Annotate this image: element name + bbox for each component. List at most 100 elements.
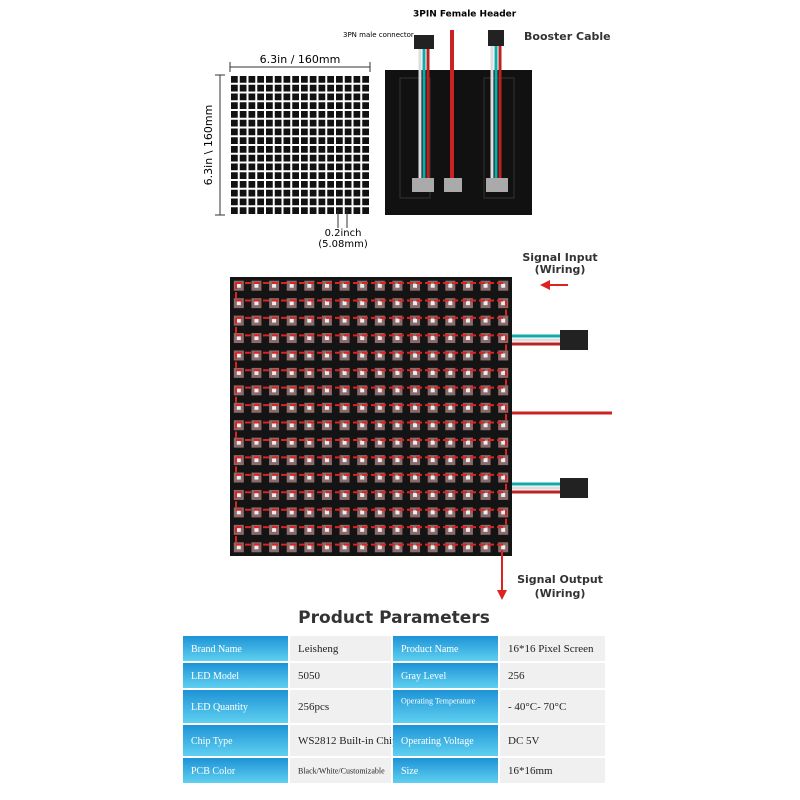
signal-input-note: (Wiring)	[535, 263, 586, 276]
led	[257, 137, 264, 144]
led-core	[501, 283, 506, 288]
led-core	[413, 388, 418, 393]
param-name: PCB Color	[191, 766, 236, 777]
led-core	[501, 440, 506, 445]
led-core	[395, 388, 400, 393]
led-core	[272, 336, 277, 341]
led	[309, 102, 317, 109]
led-core	[360, 423, 365, 428]
small-matrix	[230, 75, 370, 215]
signal-arrows	[497, 280, 568, 600]
led	[301, 146, 308, 153]
led	[292, 172, 299, 179]
led-core	[465, 492, 470, 497]
led	[344, 93, 352, 101]
led	[344, 84, 352, 92]
led	[318, 207, 326, 214]
led	[318, 181, 326, 188]
led-core	[289, 545, 294, 550]
led	[248, 84, 256, 92]
led	[301, 128, 308, 136]
led-core	[483, 336, 488, 341]
param-name: LED Model	[191, 671, 239, 682]
led-core	[430, 388, 435, 393]
led	[248, 198, 256, 206]
led	[283, 172, 291, 179]
led-core	[236, 370, 241, 375]
led-core	[465, 545, 470, 550]
led	[292, 137, 299, 144]
value-cell	[500, 690, 605, 723]
led	[344, 207, 352, 214]
led-core	[377, 405, 382, 410]
led-core	[360, 283, 365, 288]
led-core	[483, 405, 488, 410]
led-core	[236, 336, 241, 341]
param-name: Operating Voltage	[401, 736, 474, 747]
led	[336, 93, 343, 101]
led-core	[342, 475, 347, 480]
led	[231, 102, 238, 109]
led	[231, 128, 238, 136]
led-core	[483, 475, 488, 480]
led	[301, 84, 308, 92]
led	[239, 111, 247, 118]
led	[327, 102, 334, 109]
label-cell	[393, 758, 498, 783]
led	[239, 84, 247, 92]
led-core	[307, 353, 312, 358]
led-core	[465, 527, 470, 532]
led	[353, 102, 361, 109]
led-core	[254, 492, 259, 497]
led	[239, 146, 247, 153]
param-name: Size	[401, 766, 419, 777]
led-core	[236, 405, 241, 410]
led-core	[430, 336, 435, 341]
led	[257, 154, 264, 162]
led	[274, 76, 282, 83]
param-name: Chip Type	[191, 736, 233, 747]
led	[231, 111, 238, 118]
led	[309, 128, 317, 136]
led-core	[254, 353, 259, 358]
led	[248, 102, 256, 109]
led-core	[324, 458, 329, 463]
led-core	[448, 458, 453, 463]
led-core	[430, 301, 435, 306]
led	[231, 146, 238, 153]
led-core	[324, 353, 329, 358]
led-core	[465, 301, 470, 306]
led	[292, 111, 299, 118]
led	[266, 137, 273, 144]
led-core	[307, 283, 312, 288]
led-core	[236, 510, 241, 515]
led	[239, 119, 247, 127]
led-core	[360, 527, 365, 532]
led	[353, 181, 361, 188]
led-core	[254, 510, 259, 515]
led-core	[272, 353, 277, 358]
led-core	[395, 336, 400, 341]
led	[257, 76, 264, 83]
large-matrix	[230, 277, 512, 556]
led	[362, 146, 369, 153]
led-core	[342, 423, 347, 428]
param-value: - 40°C- 70°C	[508, 701, 566, 713]
led	[353, 76, 361, 83]
led-core	[413, 440, 418, 445]
led-core	[342, 301, 347, 306]
led	[362, 102, 369, 109]
led	[257, 84, 264, 92]
led-core	[272, 510, 277, 515]
led	[239, 172, 247, 179]
led-core	[342, 440, 347, 445]
led	[239, 154, 247, 162]
led-core	[236, 283, 241, 288]
led-core	[342, 492, 347, 497]
led	[301, 189, 308, 197]
led-core	[483, 423, 488, 428]
label-cell	[183, 663, 288, 688]
led-core	[483, 492, 488, 497]
led	[309, 84, 317, 92]
